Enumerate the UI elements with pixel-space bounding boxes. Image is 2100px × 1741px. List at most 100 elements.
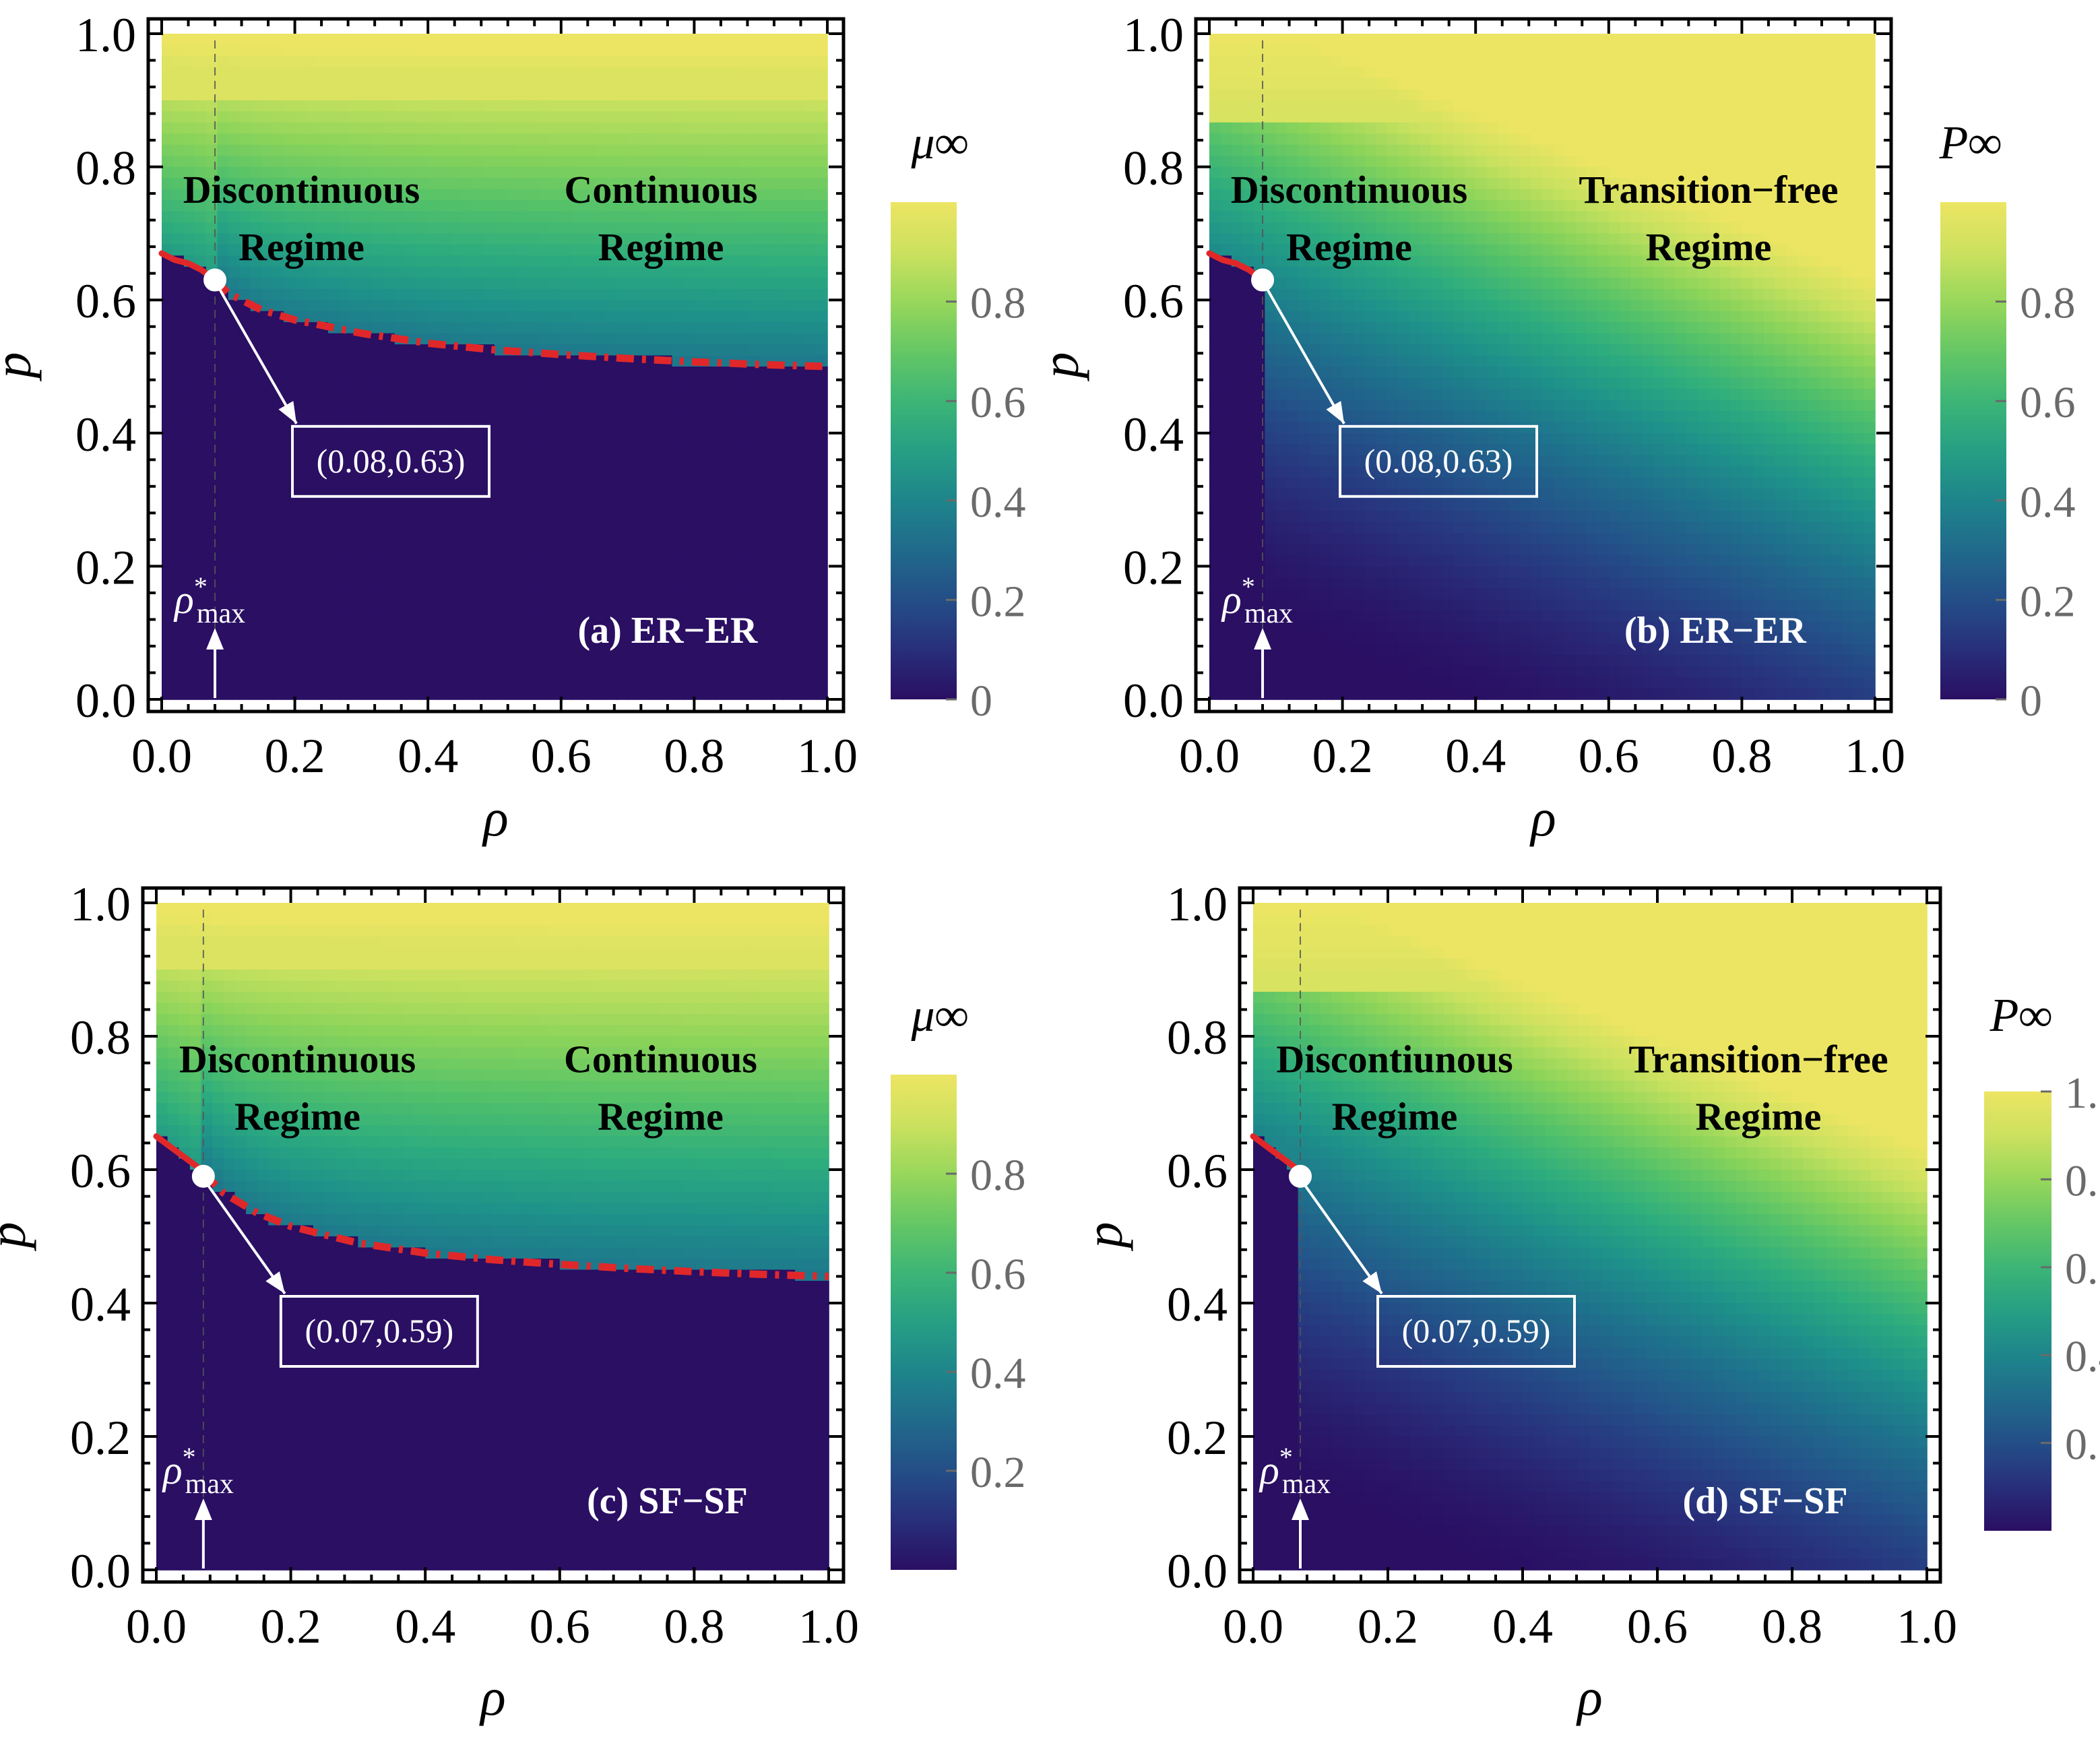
heatmap-cell [1420,334,1432,345]
heatmap-cell [1409,300,1420,311]
heatmap-cell [661,311,672,323]
heatmap-cell [428,111,439,123]
heatmap-cell [406,488,417,500]
heatmap-cell [306,566,317,577]
heatmap-cell [406,511,417,522]
heatmap-cell [1321,67,1332,78]
heatmap-cell [306,289,317,300]
heatmap-cell [1321,411,1332,422]
heatmap-cell [472,356,484,367]
heatmap-cell [383,289,395,300]
heatmap-cell [383,500,395,511]
heatmap-cell [517,334,528,345]
heatmap-cell [450,689,462,700]
heatmap-cell [628,544,639,555]
heatmap-cell [1420,488,1432,500]
heatmap-cell [295,334,307,345]
heatmap-cell [239,655,251,666]
heatmap-cell [772,255,784,267]
heatmap-cell [295,156,307,167]
heatmap-cell [361,600,373,611]
heatmap-cell [1343,367,1354,378]
heatmap-cell [672,466,683,478]
heatmap-cell [517,377,528,389]
heatmap-cell [616,566,628,577]
heatmap-cell [616,145,628,156]
heatmap-cell [1331,389,1343,400]
heatmap-cell [472,200,484,212]
heatmap-cell [817,411,828,422]
heatmap-cell [539,600,550,611]
heatmap-cell [1309,111,1321,123]
heatmap-cell [716,677,728,689]
heatmap-cell [572,433,583,445]
heatmap-cell [528,100,539,112]
heatmap-cell [450,400,462,411]
heatmap-cell [273,666,284,678]
heatmap-cell [705,56,717,67]
heatmap-cell [339,56,350,67]
heatmap-cell [805,544,817,555]
heatmap-cell [572,411,583,422]
heatmap-cell [583,289,595,300]
heatmap-cell [794,444,806,455]
heatmap-cell [606,322,617,334]
heatmap-cell [228,455,240,467]
heatmap-cell [539,566,550,577]
heatmap-cell [505,555,517,567]
heatmap-cell [1376,422,1387,433]
heatmap-cell [495,123,506,134]
heatmap-cell [528,267,539,278]
heatmap-cell [594,522,606,534]
heatmap-cell [517,455,528,467]
heatmap-cell [417,544,428,555]
heatmap-cell [1220,522,1232,534]
heatmap-cell [517,233,528,245]
heatmap-cell [528,311,539,323]
heatmap-cell [328,544,340,555]
heatmap-cell [639,455,650,467]
heatmap-cell [539,56,550,67]
heatmap-cell [184,444,195,455]
heatmap-cell [184,389,195,400]
heatmap-cell [217,677,228,689]
heatmap-cell [694,455,705,467]
heatmap-cell [450,100,462,112]
heatmap-cell [728,511,739,522]
heatmap-cell [505,278,517,289]
heatmap-cell [295,44,307,56]
heatmap-cell [539,322,550,334]
heatmap-cell [1420,300,1432,311]
heatmap-cell [261,100,273,112]
heatmap-cell [162,289,173,300]
heatmap-cell [794,433,806,445]
heatmap-cell [162,34,173,45]
heatmap-cell [251,622,262,633]
heatmap-cell [261,478,273,489]
heatmap-cell [539,311,550,323]
heatmap-cell [172,633,184,644]
heatmap-cell [794,522,806,534]
heatmap-cell [417,488,428,500]
heatmap-cell [805,488,817,500]
heatmap-cell [462,422,473,433]
heatmap-cell [383,311,395,323]
heatmap-cell [583,145,595,156]
heatmap-cell [650,377,662,389]
heatmap-cell [1209,189,1221,201]
heatmap-cell [794,189,806,201]
heatmap-cell [583,455,595,467]
heatmap-cell [228,367,240,378]
heatmap-cell [172,389,184,400]
heatmap-cell [1265,411,1276,422]
heatmap-cell [606,555,617,567]
heatmap-cell [705,311,717,323]
heatmap-cell [462,289,473,300]
heatmap-cell [428,233,439,245]
heatmap-cell [561,78,573,90]
heatmap-cell [1276,411,1287,422]
heatmap-cell [1376,34,1387,45]
heatmap-cell [162,689,173,700]
heatmap-cell [1365,511,1376,522]
y-tick-label: 0.8 [75,141,136,195]
